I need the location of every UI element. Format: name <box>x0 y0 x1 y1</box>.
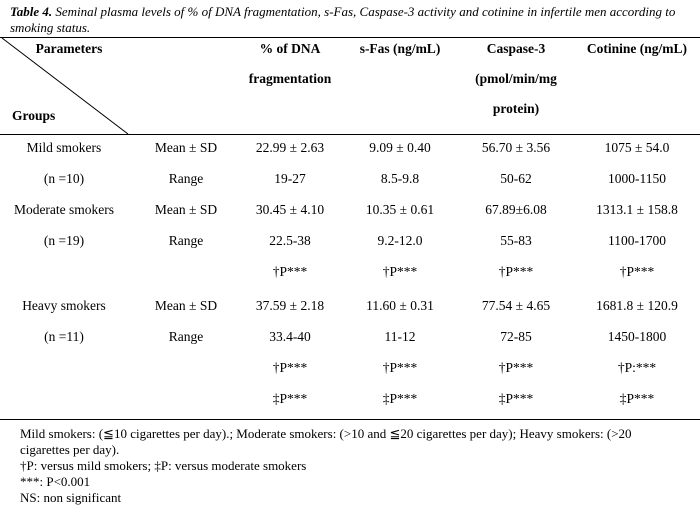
cell-sfas: 11.60 ± 0.31 <box>366 298 434 313</box>
cell-stat: Range <box>168 233 204 248</box>
cell-dna: 37.59 ± 2.18 <box>255 298 325 313</box>
cell-sfas: †P*** <box>382 264 418 279</box>
cell-cotinine: 1313.1 ± 158.8 <box>596 202 678 217</box>
header-dna-line1: % of DNA <box>259 41 321 56</box>
table-top-rule <box>0 37 700 38</box>
cell-stat: Mean ± SD <box>154 202 218 217</box>
cell-stat: Mean ± SD <box>154 140 218 155</box>
cell-sfas: 9.2-12.0 <box>377 233 423 248</box>
cell-cotinine: ‡P*** <box>619 391 655 406</box>
header-dna-fragmentation: % of DNA fragmentation <box>232 34 348 94</box>
cell-caspase: 77.54 ± 4.65 <box>481 298 551 313</box>
cell-stat: Range <box>168 329 204 344</box>
cell-caspase: 67.89±6.08 <box>485 202 547 217</box>
cell-group: Heavy smokers <box>22 298 106 313</box>
cell-cotinine: 1450-1800 <box>607 329 667 344</box>
footnote-definitions: Mild smokers: (≦10 cigarettes per day).;… <box>20 426 632 457</box>
cell-cotinine: 1681.8 ± 120.9 <box>596 298 678 313</box>
header-cotinine: Cotinine (ng/mL) <box>586 41 688 56</box>
header-caspase: Caspase-3 (pmol/min/mg protein) <box>452 34 580 124</box>
header-sfas: s-Fas (ng/mL) <box>359 41 441 56</box>
footnote-symbols: †P: versus mild smokers; ‡P: versus mode… <box>20 458 307 473</box>
cell-stat: Mean ± SD <box>154 298 218 313</box>
header-casp-line2: (pmol/min/mg <box>475 71 557 86</box>
table-row: †P*** †P*** †P*** †P*** <box>0 256 700 287</box>
cell-group: Mild smokers <box>26 140 102 155</box>
footnote-significance: ***: P<0.001 <box>20 474 91 489</box>
table-row: (n =19) Range 22.5-38 9.2-12.0 55-83 110… <box>0 225 700 256</box>
cell-sfas: †P*** <box>382 360 418 375</box>
cell-cotinine: 1100-1700 <box>608 233 666 248</box>
table-row: Heavy smokers Mean ± SD 37.59 ± 2.18 11.… <box>0 290 700 321</box>
cell-dna: 19-27 <box>274 171 306 186</box>
cell-caspase: 72-85 <box>500 329 532 344</box>
caption-label: Table 4. <box>10 4 53 19</box>
header-diagonal-line <box>1 37 129 135</box>
table-row: (n =10) Range 19-27 8.5-9.8 50-62 1000-1… <box>0 163 700 194</box>
table-row: (n =11) Range 33.4-40 11-12 72-85 1450-1… <box>0 321 700 352</box>
cell-caspase: †P*** <box>498 360 534 375</box>
caption-text: Seminal plasma levels of % of DNA fragme… <box>10 4 676 35</box>
cell-caspase: 55-83 <box>500 233 532 248</box>
header-dna-line2: fragmentation <box>248 71 332 86</box>
cell-dna: ‡P*** <box>272 391 308 406</box>
cell-dna: †P*** <box>272 360 308 375</box>
cell-sfas: 11-12 <box>384 329 416 344</box>
cell-dna: †P*** <box>272 264 308 279</box>
table-footnotes: Mild smokers: (≦10 cigarettes per day).;… <box>20 426 660 506</box>
cell-caspase: †P*** <box>498 264 534 279</box>
table-row: ‡P*** ‡P*** ‡P*** ‡P*** <box>0 383 700 414</box>
cell-caspase: 56.70 ± 3.56 <box>481 140 551 155</box>
cell-sfas: 8.5-9.8 <box>380 171 420 186</box>
table-bottom-rule <box>0 419 700 420</box>
cell-cotinine: †P:*** <box>617 360 657 375</box>
header-casp-line3: protein) <box>492 101 540 116</box>
cell-group: (n =10) <box>43 171 85 186</box>
header-parameters: Parameters <box>35 41 103 56</box>
cell-sfas: ‡P*** <box>382 391 418 406</box>
cell-sfas: 10.35 ± 0.61 <box>365 202 435 217</box>
cell-cotinine: †P*** <box>619 264 655 279</box>
table-row: Moderate smokers Mean ± SD 30.45 ± 4.10 … <box>0 194 700 225</box>
table-row: Mild smokers Mean ± SD 22.99 ± 2.63 9.09… <box>0 132 700 163</box>
header-casp-line1: Caspase-3 <box>486 41 546 56</box>
cell-caspase: 50-62 <box>500 171 532 186</box>
cell-group: Moderate smokers <box>13 202 115 217</box>
cell-dna: 22.99 ± 2.63 <box>255 140 325 155</box>
cell-dna: 22.5-38 <box>269 233 311 248</box>
cell-sfas: 9.09 ± 0.40 <box>369 140 431 155</box>
table-caption: Table 4. Seminal plasma levels of % of D… <box>10 4 690 36</box>
cell-group: (n =19) <box>43 233 85 248</box>
cell-group: (n =11) <box>44 329 84 344</box>
header-bottom-rule <box>0 134 700 135</box>
cell-dna: 33.4-40 <box>269 329 311 344</box>
cell-cotinine: 1000-1150 <box>608 171 666 186</box>
cell-caspase: ‡P*** <box>498 391 534 406</box>
cell-cotinine: 1075 ± 54.0 <box>604 140 670 155</box>
header-groups: Groups <box>12 108 56 123</box>
table-row: †P*** †P*** †P*** †P:*** <box>0 352 700 383</box>
cell-dna: 30.45 ± 4.10 <box>255 202 325 217</box>
footnote-ns: NS: non significant <box>20 490 122 505</box>
cell-stat: Range <box>168 171 204 186</box>
